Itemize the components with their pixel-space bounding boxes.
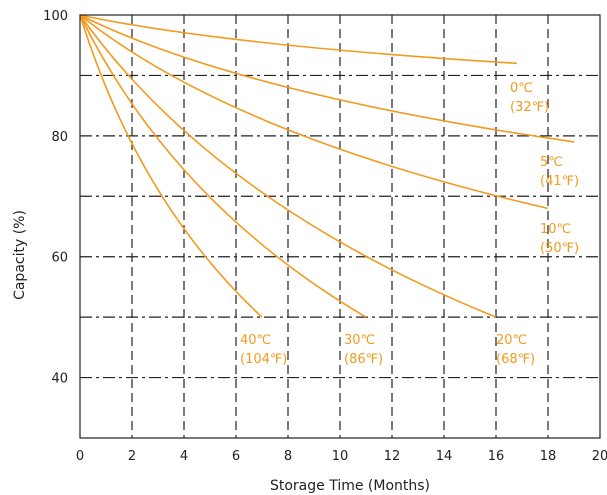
- curves: [79, 14, 575, 318]
- curve-label-temp-c: 20℃: [496, 333, 527, 348]
- grid: [80, 15, 600, 438]
- y-tick-label: 60: [51, 251, 68, 266]
- curve-label-temp-f: (86℉): [344, 352, 383, 367]
- x-tick-label: 4: [180, 449, 188, 464]
- curve-label-temp-c: 0℃: [510, 81, 533, 96]
- series-line-0: [79, 14, 517, 65]
- x-axis-label: Storage Time (Months): [270, 478, 430, 494]
- series-line-3: [79, 14, 497, 318]
- y-tick-label: 40: [51, 372, 68, 387]
- curve-label-temp-f: (104℉): [240, 352, 287, 367]
- curve-label-temp-c: 40℃: [240, 333, 271, 348]
- y-tick-labels: 40 60 80 100: [43, 9, 68, 387]
- x-tick-label: 8: [284, 449, 292, 464]
- x-tick-label: 2: [128, 449, 136, 464]
- curve-label-temp-c: 30℃: [344, 333, 375, 348]
- x-tick-label: 6: [232, 449, 240, 464]
- curve-label-temp-c: 5℃: [540, 155, 563, 170]
- y-axis-label: Capacity (%): [12, 210, 28, 300]
- series-line-1: [79, 14, 575, 143]
- curve-label-temp-f: (32℉): [510, 100, 549, 115]
- plot-frame: [79, 14, 601, 439]
- series-line-4: [79, 14, 367, 318]
- x-tick-label: 0: [76, 449, 84, 464]
- x-tick-label: 10: [332, 449, 349, 464]
- y-tick-label: 100: [43, 9, 68, 24]
- plot-border: [79, 14, 601, 439]
- curve-label-temp-f: (50℉): [540, 241, 579, 256]
- curve-labels: 0℃ (32℉) 5℃ (41℉) 10℃ (50℉) 20℃ (68℉) 30℃ (86℉) 40…: [240, 81, 579, 367]
- x-tick-label: 18: [540, 449, 557, 464]
- curve-label-temp-c: 10℃: [540, 222, 571, 237]
- x-tick-label: 16: [488, 449, 505, 464]
- curve-label-temp-f: (41℉): [540, 174, 579, 189]
- x-tick-label: 12: [384, 449, 401, 464]
- series-line-2: [79, 14, 549, 210]
- x-tick-label: 14: [436, 449, 453, 464]
- curve-label-temp-f: (68℉): [496, 352, 535, 367]
- series-line-5: [79, 14, 263, 318]
- x-tick-label: 20: [592, 449, 607, 464]
- x-tick-labels: 0 2 4 6 8 10 12 14 16 18 20: [76, 449, 607, 464]
- y-tick-label: 80: [51, 130, 68, 145]
